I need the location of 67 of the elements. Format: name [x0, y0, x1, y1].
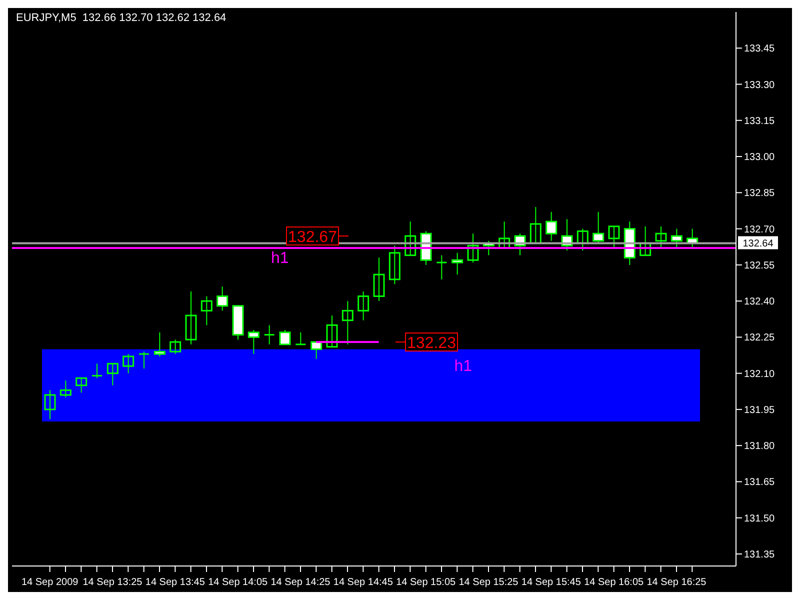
candlestick — [106, 362, 118, 386]
chart-title: EURJPY,M5 132.66 132.70 132.62 132.64 — [16, 12, 226, 24]
candlestick — [60, 380, 72, 398]
candlestick — [76, 377, 88, 394]
y-tick-label: 131.35 — [744, 550, 776, 561]
candlestick — [185, 290, 197, 345]
candlestick — [530, 206, 542, 244]
candlestick — [342, 300, 354, 345]
candlestick — [452, 252, 464, 276]
y-tick-label: 131.50 — [744, 513, 776, 524]
y-tick-label: 133.00 — [744, 152, 776, 164]
candlestick — [576, 228, 588, 251]
candlestick — [91, 363, 103, 379]
candlestick — [294, 332, 306, 346]
candlestick — [310, 341, 322, 360]
annotation: 132.67 — [288, 228, 338, 246]
band-label: h1 — [454, 358, 472, 375]
x-tick-label: 14 Sep 13:25 — [82, 577, 143, 588]
annotation: 132.23 — [407, 335, 456, 352]
candlestick — [154, 332, 166, 357]
candlestick — [670, 228, 682, 249]
candlestick — [608, 226, 620, 249]
x-tick-label: 14 Sep 14:45 — [333, 577, 394, 588]
candlestick — [170, 339, 182, 355]
x-tick-label: 14 Sep 15:25 — [458, 577, 519, 588]
ref-line-label: 132.64 — [742, 238, 774, 250]
candlestick — [373, 257, 385, 302]
candlestick — [498, 221, 510, 249]
candlestick — [655, 226, 667, 249]
x-tick-label: 14 Sep 15:05 — [396, 577, 456, 588]
candlestick — [138, 351, 150, 369]
candlestick — [388, 245, 400, 285]
candlestick — [404, 221, 416, 256]
candlestick — [122, 354, 134, 374]
candlestick — [44, 390, 56, 420]
candlestick — [640, 226, 652, 256]
candlestick — [326, 314, 338, 348]
y-tick-label: 132.55 — [744, 260, 776, 272]
x-tick-label: 14 Sep 14:25 — [270, 577, 331, 588]
y-tick-label: 133.45 — [744, 44, 776, 55]
candlestick — [467, 233, 479, 264]
y-tick-label: 132.40 — [744, 296, 776, 308]
y-tick-label: 131.80 — [744, 441, 776, 452]
y-tick-label: 131.95 — [744, 404, 776, 416]
candlestick — [216, 286, 228, 312]
x-tick-label: 14 Sep 16:05 — [584, 577, 644, 588]
candlestick — [592, 211, 604, 244]
y-tick-label: 132.85 — [744, 188, 776, 200]
y-tick-label: 132.10 — [744, 368, 776, 380]
y-tick-label: 132.70 — [744, 224, 776, 236]
candlestick — [200, 296, 212, 326]
ref-line-label: h1 — [270, 250, 289, 268]
y-tick-label: 133.15 — [744, 116, 776, 127]
x-tick-label: 14 Sep 16:25 — [646, 577, 707, 588]
candlestick — [436, 254, 448, 280]
candlestick — [279, 329, 291, 346]
candlestick — [248, 329, 260, 355]
candlestick — [358, 290, 370, 321]
candlestick — [546, 211, 558, 242]
y-tick-label: 133.30 — [744, 80, 776, 91]
x-tick-label: 14 Sep 13:45 — [145, 577, 206, 588]
y-tick-label: 131.65 — [744, 477, 776, 488]
candlestick — [264, 324, 276, 345]
x-tick-label: 14 Sep 15:45 — [521, 577, 582, 588]
x-tick-label: 14 Sep 2009 — [21, 577, 79, 588]
y-tick-label: 132.25 — [744, 332, 776, 344]
x-tick-label: 14 Sep 14:05 — [208, 577, 268, 588]
